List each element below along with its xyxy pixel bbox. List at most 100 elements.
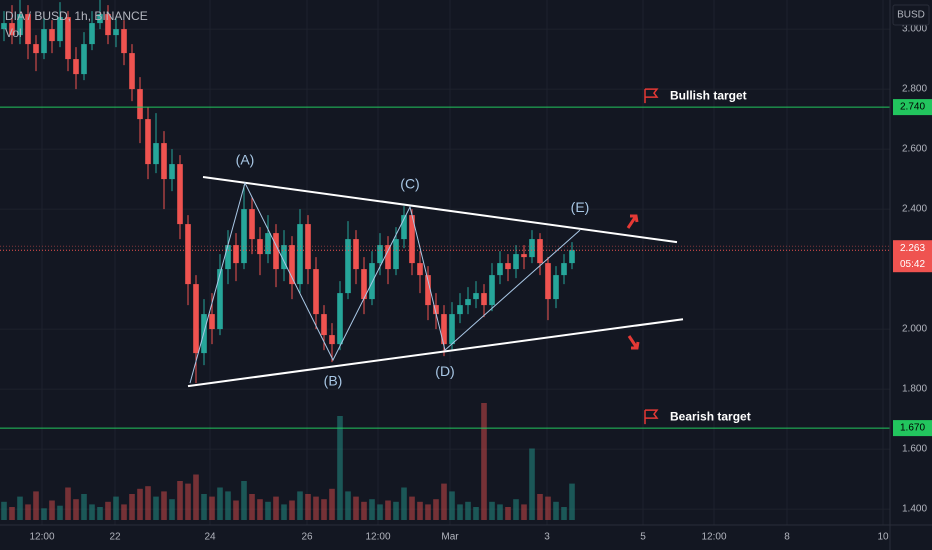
x-tick-label: 26	[301, 532, 313, 543]
volume-bar	[569, 483, 575, 520]
volume-bar	[1, 501, 7, 520]
volume-bar	[305, 494, 311, 520]
candle-body	[249, 209, 255, 240]
candle-body	[73, 59, 79, 75]
price-label: 2.263	[900, 243, 925, 254]
x-tick-label: 12:00	[365, 532, 390, 543]
candle-body	[457, 305, 463, 315]
wave-label: (B)	[324, 373, 343, 389]
candle-body	[17, 14, 23, 36]
volume-bar	[233, 500, 239, 520]
candle-body	[473, 293, 479, 300]
volume-bar	[161, 491, 167, 520]
volume-bar	[241, 481, 247, 520]
volume-bar	[449, 491, 455, 520]
volume-bar	[433, 499, 439, 520]
candle-body	[281, 245, 287, 270]
x-tick-label: 8	[784, 532, 790, 543]
volume-bar	[25, 504, 31, 520]
volume-bar	[145, 486, 151, 520]
candle-body	[233, 245, 239, 264]
volume-bar	[97, 507, 103, 520]
candle-body	[193, 284, 199, 354]
flag	[644, 409, 659, 425]
candle-body	[409, 215, 415, 264]
volume-bar	[105, 501, 111, 520]
x-tick-label: 5	[640, 532, 646, 543]
candle-body	[241, 209, 247, 264]
candle-body	[289, 245, 295, 285]
volume-bar	[457, 504, 463, 520]
volume-bar	[545, 496, 551, 520]
volume-bar	[209, 496, 215, 520]
volume-bar	[417, 501, 423, 520]
volume-bar	[537, 494, 543, 520]
candle-body	[57, 17, 63, 42]
volume-bar	[57, 505, 63, 520]
up-arrow	[626, 214, 639, 229]
volume-bar	[137, 488, 143, 520]
candle-body	[25, 14, 31, 45]
candle-body	[545, 263, 551, 300]
volume-label: Vol	[5, 26, 22, 40]
candle-body	[41, 29, 47, 54]
y-tick-label: 3.000	[902, 24, 927, 35]
x-tick-label: 10	[877, 532, 889, 543]
volume-bar	[273, 496, 279, 520]
candle-body	[217, 269, 223, 330]
volume-bar	[193, 474, 199, 520]
volume-bar	[121, 504, 127, 520]
volume-bar	[401, 487, 407, 520]
volume-bar	[41, 508, 47, 520]
candle-body	[105, 14, 111, 36]
volume-bar	[153, 496, 159, 520]
candle-body	[449, 314, 455, 345]
down-arrow	[627, 335, 640, 350]
y-tick-label: 2.600	[902, 144, 927, 155]
volume-bar	[473, 507, 479, 520]
level-label-bg	[893, 420, 932, 437]
volume-bar	[521, 504, 527, 520]
volume-bar	[369, 499, 375, 520]
volume-bar	[265, 501, 271, 520]
volume-bar	[329, 488, 335, 520]
wave-label: (C)	[400, 176, 419, 192]
candle-body	[97, 14, 103, 24]
x-tick-label: 24	[204, 532, 216, 543]
volume-bar	[81, 494, 87, 520]
volume-bar	[17, 496, 23, 520]
candle-body	[89, 23, 95, 45]
volume-bar	[377, 504, 383, 520]
y-tick-label: 1.600	[902, 444, 927, 455]
volume-bar	[465, 501, 471, 520]
candle-body	[329, 335, 335, 345]
candle-body	[225, 245, 231, 270]
candle-body	[361, 269, 367, 300]
candle-body	[489, 275, 495, 306]
candle-body	[521, 254, 527, 258]
volume-bar	[409, 496, 415, 520]
volume-bar	[553, 501, 559, 520]
volume-bar	[489, 501, 495, 520]
volume-bar	[361, 501, 367, 520]
x-tick-label: 3	[544, 532, 550, 543]
volume-bar	[225, 491, 231, 520]
candle-body	[529, 239, 535, 258]
x-tick-label: 22	[109, 532, 121, 543]
x-tick-label: Mar	[441, 532, 459, 543]
candle-body	[401, 215, 407, 240]
wave-label: (A)	[236, 152, 255, 168]
candle-body	[321, 314, 327, 336]
volume-bar	[529, 448, 535, 520]
candle-body	[417, 263, 423, 276]
flag-icon	[644, 88, 659, 104]
y-tick-label: 1.800	[902, 384, 927, 395]
volume-bar	[73, 499, 79, 520]
candle-body	[177, 164, 183, 225]
currency-box	[892, 4, 930, 26]
volume-bar	[321, 499, 327, 520]
volume-bar	[313, 496, 319, 520]
candle-body	[481, 293, 487, 306]
volume-bar	[441, 483, 447, 520]
